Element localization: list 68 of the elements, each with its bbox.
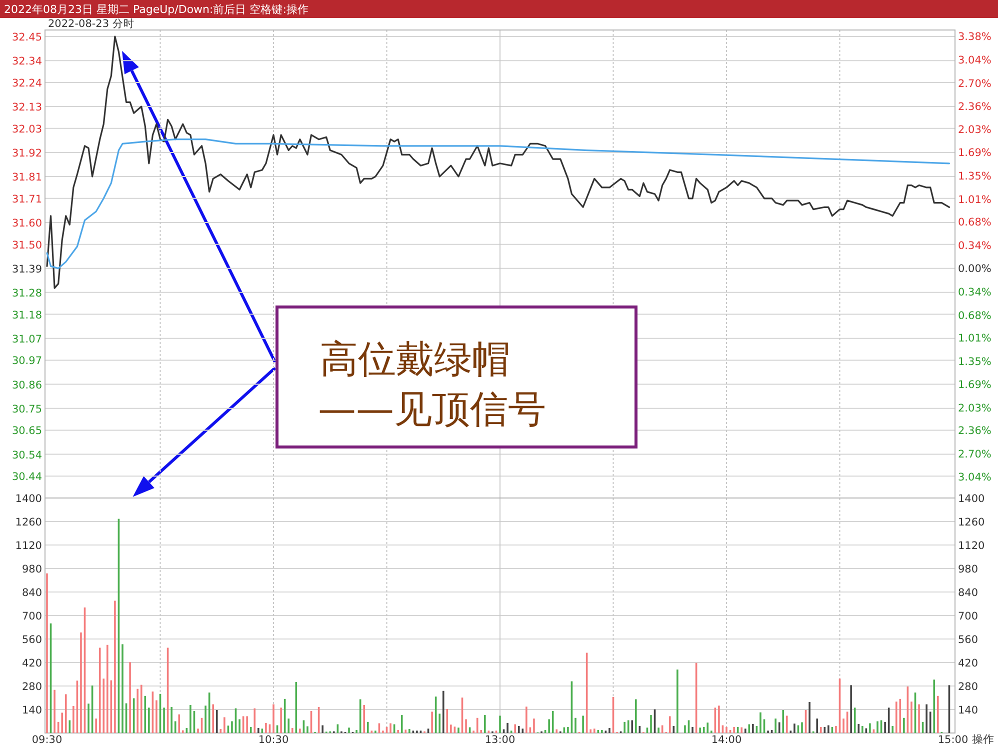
chart-subtitle: 2022-08-23 分时 xyxy=(48,17,134,30)
y2-tick-label: 3.04% xyxy=(958,54,992,67)
y2-tick-label: 0.68% xyxy=(958,310,992,322)
y2-tick-label: 2.70% xyxy=(958,448,992,460)
y2-tick-label: 1120 xyxy=(958,540,985,552)
y-tick-label: 32.34 xyxy=(12,56,42,68)
y-tick-label: 420 xyxy=(22,658,42,670)
y-tick-label: 840 xyxy=(22,587,42,599)
y2-tick-label: 0.00% xyxy=(958,263,992,276)
chart-title: 2022年08月23日 星期二 PageUp/Down:前后日 空格键:操作 xyxy=(4,3,308,16)
y-tick-label: 30.86 xyxy=(12,379,42,392)
y2-tick-label: 1.01% xyxy=(958,194,992,206)
x-tick-label: 14:00 xyxy=(711,734,742,744)
y-tick-label: 31.71 xyxy=(12,193,42,206)
y-tick-label: 31.60 xyxy=(12,217,42,230)
y-tick-label: 1120 xyxy=(15,540,42,552)
y-tick-label: 30.97 xyxy=(12,355,42,368)
y-tick-label: 30.44 xyxy=(12,471,42,484)
y-tick-label: 31.07 xyxy=(12,333,42,346)
y2-tick-label: 0.34% xyxy=(958,240,992,252)
y2-tick-label: 840 xyxy=(958,587,978,599)
y-tick-label: 31.81 xyxy=(12,172,42,184)
x-tick-label: 09:30 xyxy=(32,734,62,744)
x-tick-label: 13:00 xyxy=(484,734,516,744)
y2-tick-label: 1.35% xyxy=(958,170,992,182)
y-tick-label: 31.92 xyxy=(12,147,42,160)
y2-tick-label: 2.70% xyxy=(958,78,992,90)
annotation: 高位戴绿帽 ——见顶信号 xyxy=(318,337,546,431)
y2-tick-label: 1400 xyxy=(958,493,985,505)
y-tick-label: 30.75 xyxy=(12,403,42,416)
y-tick-label: 30.54 xyxy=(12,449,42,462)
y2-tick-label: 1.69% xyxy=(958,379,992,392)
y2-tick-label: 140 xyxy=(958,704,978,716)
y-tick-label: 1260 xyxy=(15,516,42,528)
x-tick-label: 10:30 xyxy=(258,734,289,744)
y2-tick-label: 0.34% xyxy=(958,286,992,298)
y2-tick-label: 3.04% xyxy=(958,472,992,484)
y2-tick-label: 1.69% xyxy=(958,147,992,160)
y2-tick-label: 420 xyxy=(958,658,978,670)
y2-tick-label: 2.36% xyxy=(958,425,992,438)
y-tick-label: 280 xyxy=(22,681,42,693)
y-tick-label: 31.18 xyxy=(12,309,42,322)
y-tick-label: 31.50 xyxy=(12,239,42,252)
y-tick-label: 560 xyxy=(22,634,42,646)
y-tick-label: 31.39 xyxy=(12,263,42,276)
y-tick-label: 31.28 xyxy=(12,287,42,300)
y2-tick-label: 0.68% xyxy=(958,216,992,228)
y2-tick-label: 2.03% xyxy=(958,402,992,414)
y-tick-label: 980 xyxy=(22,564,42,576)
y2-tick-label: 3.38% xyxy=(958,31,992,44)
y-tick-label: 32.03 xyxy=(12,123,42,136)
y-tick-label: 700 xyxy=(22,610,42,622)
y2-tick-label: 1.35% xyxy=(958,356,992,368)
y-tick-label: 32.13 xyxy=(12,102,42,114)
y2-tick-label: 2.36% xyxy=(958,101,992,114)
y2-tick-label: 1260 xyxy=(958,516,985,528)
y-tick-label: 1400 xyxy=(15,493,42,505)
y2-tick-label: 700 xyxy=(958,610,978,622)
y-tick-label: 30.65 xyxy=(12,425,42,438)
y-tick-label: 140 xyxy=(22,704,42,716)
x-tick-label: 15:00 xyxy=(938,734,968,744)
y-tick-label: 32.45 xyxy=(12,32,42,44)
y2-tick-label: 560 xyxy=(958,634,978,646)
y2-tick-label: 2.03% xyxy=(958,124,992,136)
y2-tick-label: 280 xyxy=(958,681,978,693)
y-tick-label: 32.24 xyxy=(12,77,42,90)
y2-tick-label: 1.01% xyxy=(958,332,992,344)
y2-tick-label: 980 xyxy=(958,564,978,576)
